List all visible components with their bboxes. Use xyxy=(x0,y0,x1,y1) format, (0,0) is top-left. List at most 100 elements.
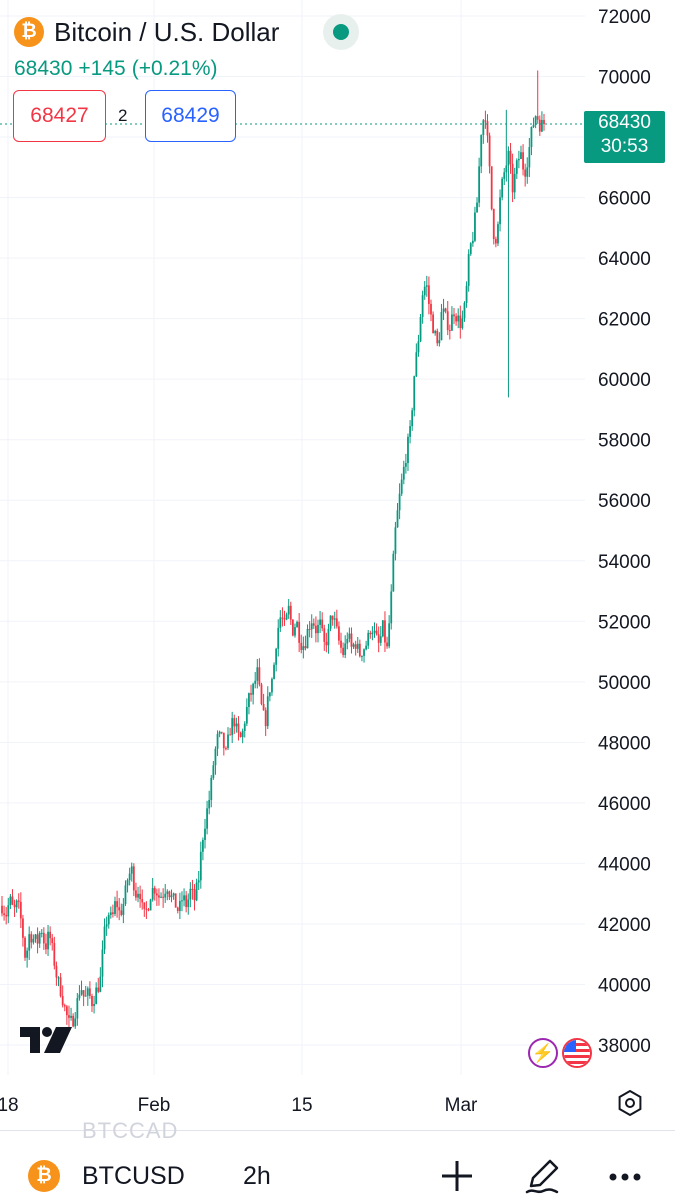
us-flag-icon[interactable] xyxy=(562,1038,592,1068)
candle-body xyxy=(126,880,129,886)
spread-value: 2 xyxy=(118,106,128,125)
candle-body xyxy=(216,733,219,749)
price-axis[interactable]: 7200070000680006600064000620006000058000… xyxy=(598,7,651,1057)
price-chart[interactable]: 7200070000680006600064000620006000058000… xyxy=(0,0,675,1130)
candle-body xyxy=(402,466,405,480)
previous-symbol-ghost: BTCCAD xyxy=(82,1118,179,1143)
candle-body xyxy=(409,426,411,437)
candle-body xyxy=(444,308,447,312)
change-abs: +145 xyxy=(78,57,126,80)
candle-body xyxy=(373,630,376,633)
candle-body xyxy=(233,718,236,727)
candle-body xyxy=(65,1006,68,1016)
sell-button[interactable]: 68427 xyxy=(13,90,106,142)
symbol-selector[interactable]: BTCUSD xyxy=(82,1162,185,1190)
buy-button[interactable]: 68429 xyxy=(145,90,236,142)
candle-body xyxy=(407,436,409,464)
price-tick-label: 50000 xyxy=(598,673,651,694)
candle-body xyxy=(45,943,47,950)
symbol-title-row[interactable]: ₿ Bitcoin / U.S. Dollar xyxy=(14,14,279,50)
candle-body xyxy=(281,617,284,619)
time-axis[interactable]: 18 Feb 15 Mar xyxy=(0,1095,478,1116)
candle-body xyxy=(55,965,58,978)
candle-body xyxy=(312,623,315,626)
pen-icon[interactable] xyxy=(523,1156,563,1196)
candle-body xyxy=(193,889,196,901)
market-status-indicator[interactable] xyxy=(323,14,359,50)
candle-body xyxy=(430,303,432,315)
candle-body xyxy=(532,124,535,128)
tradingview-logo-icon[interactable] xyxy=(20,1025,76,1055)
candle-body xyxy=(319,619,321,625)
candle-body xyxy=(160,896,162,898)
candle-body xyxy=(517,159,520,161)
plus-icon[interactable] xyxy=(438,1157,476,1195)
candle-body xyxy=(505,165,508,173)
candle-body xyxy=(166,891,169,894)
flash-icon[interactable]: ⚡ xyxy=(528,1038,558,1068)
candle-body xyxy=(187,899,190,908)
time-tick-label: Mar xyxy=(445,1095,478,1116)
candle-body xyxy=(381,620,384,637)
candle-body xyxy=(317,624,319,634)
price-change-line: 68430 +145 (+0.21%) xyxy=(14,57,224,81)
candle-body xyxy=(176,907,179,911)
candle-body xyxy=(503,172,506,179)
price-tick-label: 38000 xyxy=(598,1036,651,1057)
candle-body xyxy=(53,943,56,966)
time-tick-label: 18 xyxy=(0,1095,19,1116)
settings-icon[interactable] xyxy=(615,1088,645,1118)
candle-body xyxy=(350,633,353,647)
price-tick-label: 66000 xyxy=(598,189,651,210)
candle-body xyxy=(509,150,512,164)
candle-body xyxy=(432,314,434,334)
candle-body xyxy=(488,135,491,167)
candle-body xyxy=(124,885,127,904)
candle-body xyxy=(492,209,495,240)
candle-body xyxy=(103,926,106,950)
candle-body xyxy=(314,625,317,634)
bitcoin-icon[interactable]: ₿ xyxy=(28,1160,60,1192)
candle-body xyxy=(486,121,489,136)
candle-body xyxy=(534,116,537,125)
candle-body xyxy=(342,647,345,655)
candle-body xyxy=(268,692,271,697)
candle-body xyxy=(480,135,483,167)
candle-body xyxy=(116,901,118,908)
candle-body xyxy=(524,169,527,177)
candle-body xyxy=(206,808,208,829)
price-tick-label: 64000 xyxy=(598,249,651,270)
candle-body xyxy=(122,903,125,915)
candle-body xyxy=(59,977,62,996)
candle-body xyxy=(538,119,541,132)
candle-body xyxy=(201,839,204,852)
price-tick-label: 52000 xyxy=(598,612,651,633)
candle-body xyxy=(162,896,165,898)
candle-body xyxy=(260,684,263,704)
candle-body xyxy=(227,734,229,749)
candle-body xyxy=(438,340,441,344)
candle-body xyxy=(321,619,324,629)
candle-body xyxy=(68,1015,70,1018)
candle-body xyxy=(469,243,472,255)
interval-selector[interactable]: 2h xyxy=(243,1162,271,1190)
candle-body xyxy=(398,493,401,511)
candle-body xyxy=(22,918,24,938)
candle-body xyxy=(526,167,529,177)
last-price-tag: 68430 30:53 xyxy=(584,111,665,163)
candle-body xyxy=(51,938,54,944)
candle-body xyxy=(478,166,481,203)
price-tick-label: 70000 xyxy=(598,68,651,89)
candle-body xyxy=(141,899,144,903)
candle-body xyxy=(476,202,478,213)
candle-body xyxy=(482,120,485,136)
candle-body xyxy=(109,912,112,915)
candle-body xyxy=(9,896,12,906)
candle-body xyxy=(306,628,309,649)
time-tick-label: Feb xyxy=(138,1095,171,1116)
candle-body xyxy=(499,197,501,225)
candle-body xyxy=(446,311,449,331)
candle-body xyxy=(63,1005,66,1007)
more-icon[interactable] xyxy=(605,1160,645,1194)
candle-body xyxy=(453,314,455,317)
